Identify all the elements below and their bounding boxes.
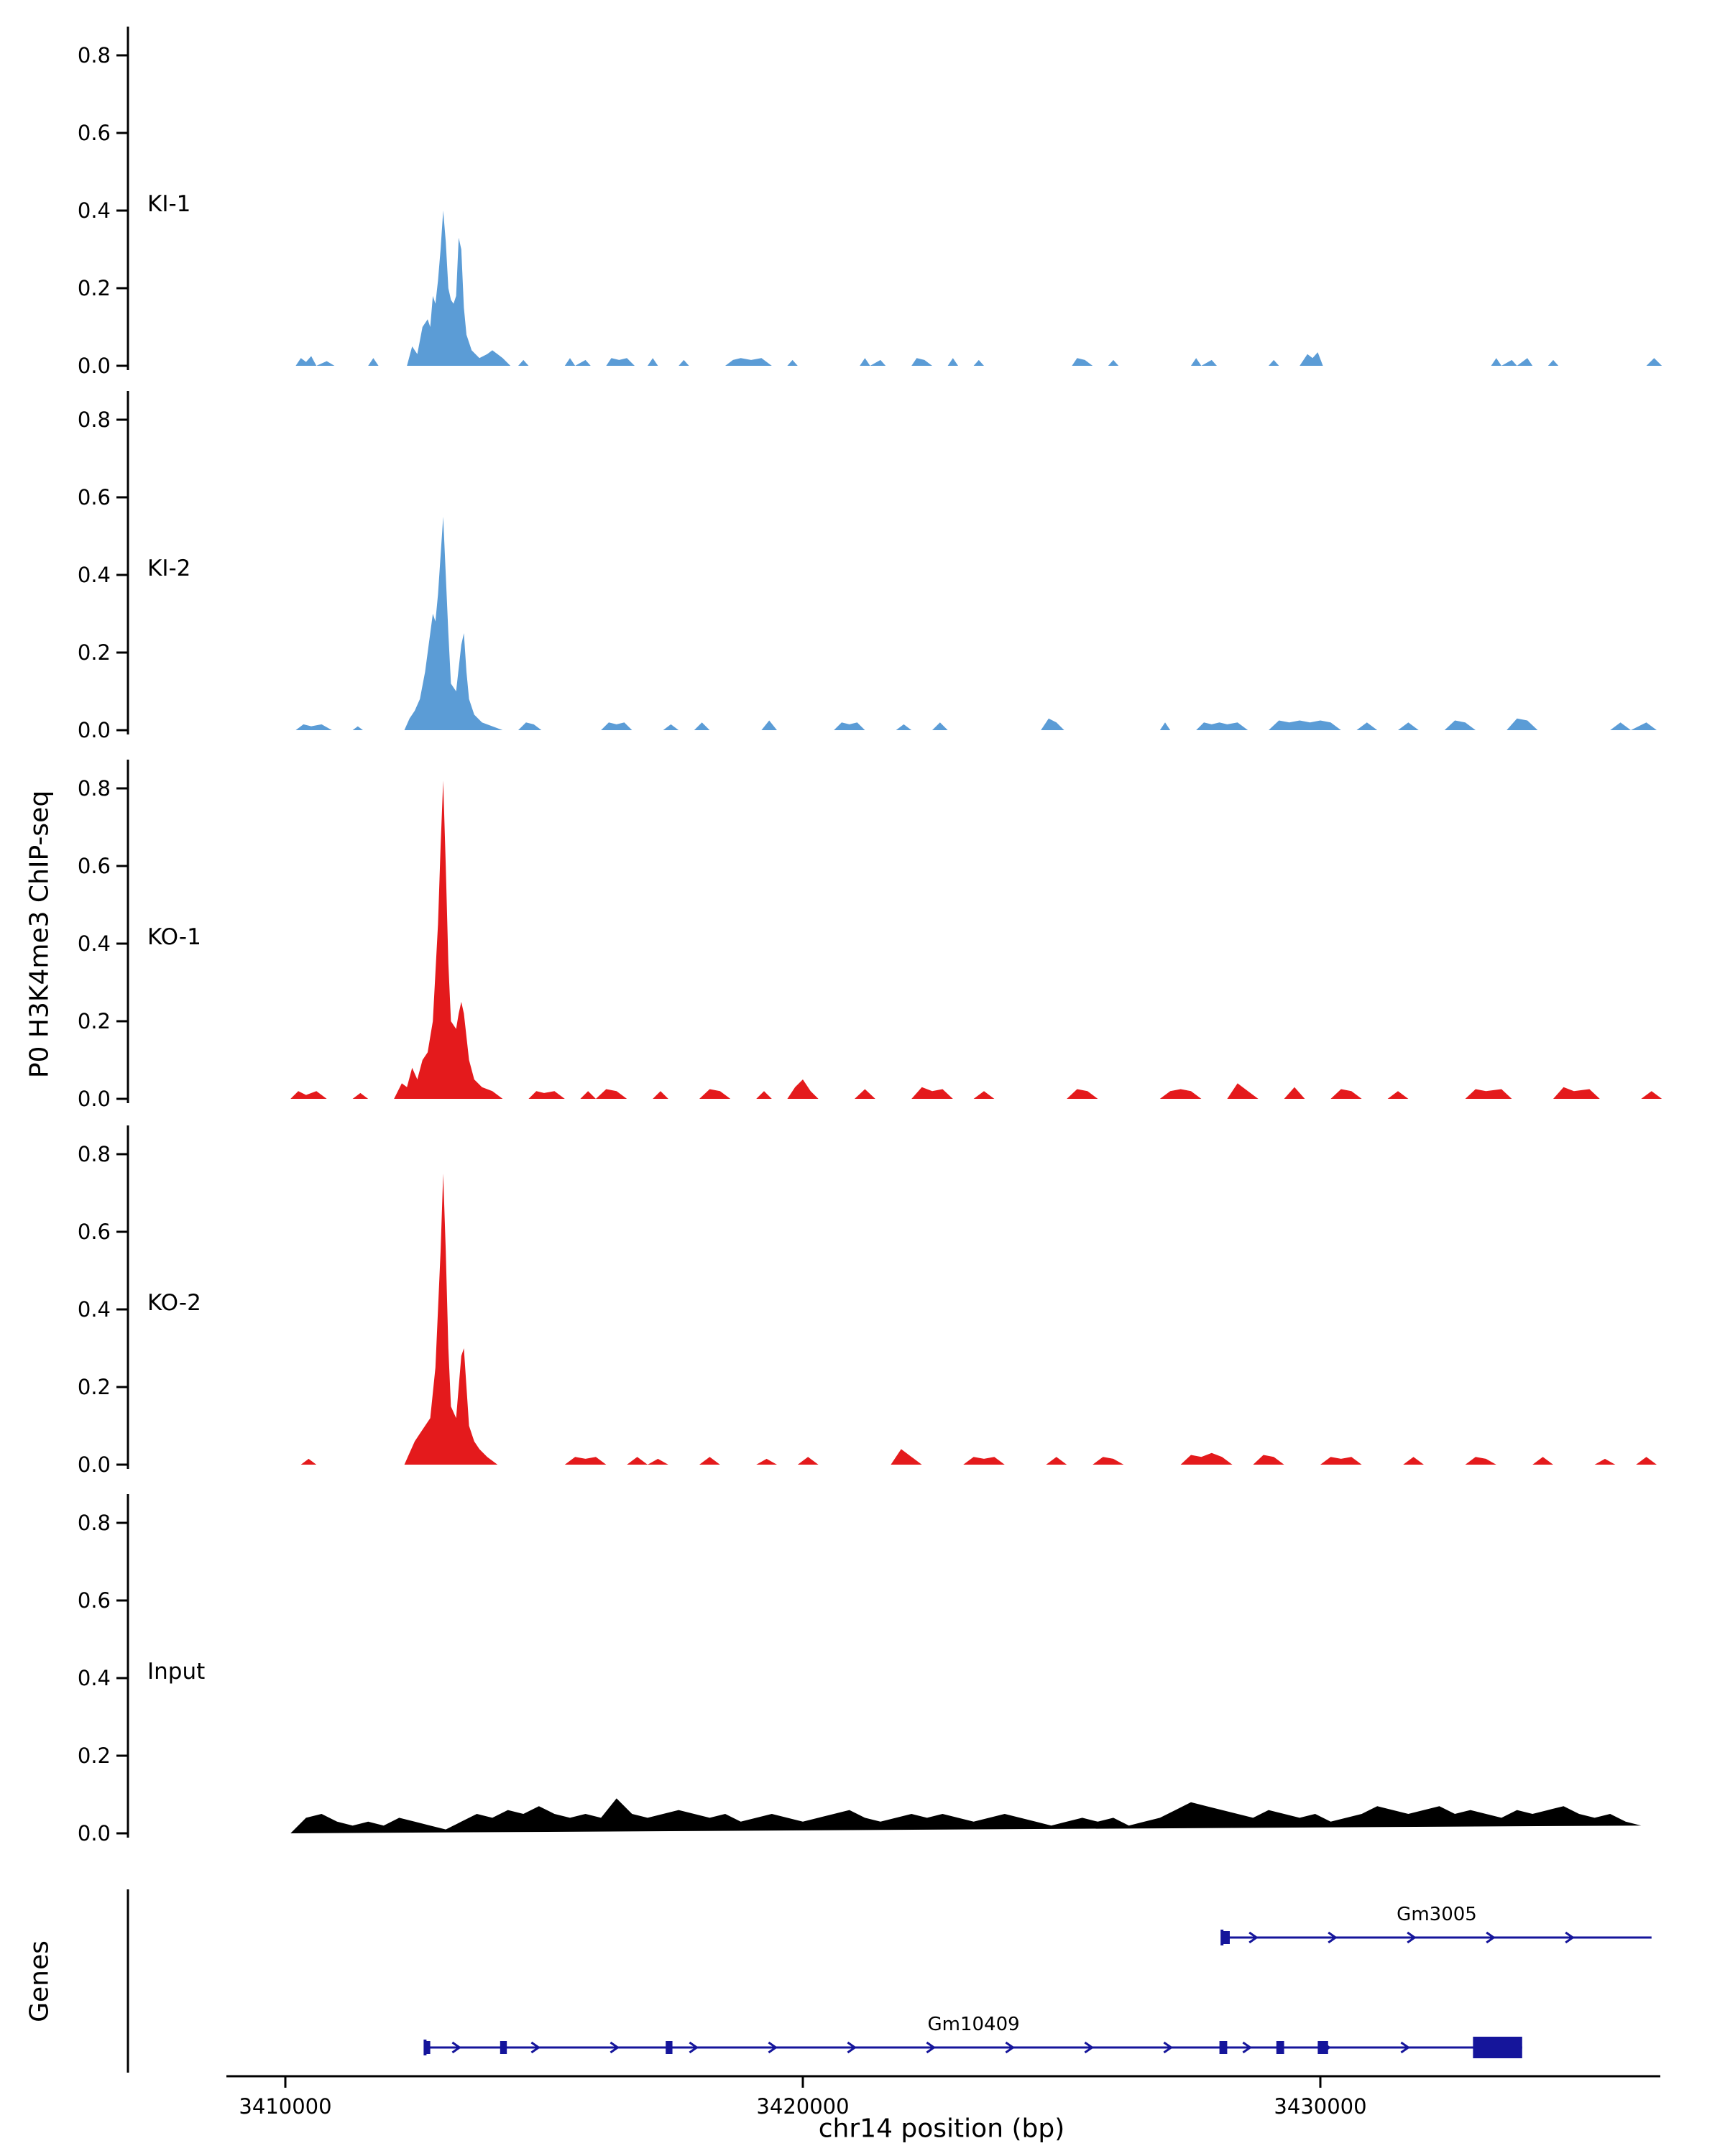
gene-gm3005: Gm3005	[1220, 1904, 1652, 1945]
y-tick-label: 0.8	[78, 776, 111, 801]
y-tick-label: 0.6	[78, 121, 111, 145]
x-axis: 3410000 3420000 3430000	[226, 2075, 1660, 2119]
y-tick-label: 0.8	[78, 1142, 111, 1166]
strand-arrow-icon	[1163, 2041, 1174, 2054]
strand-arrow-icon	[1407, 1931, 1417, 1944]
strand-arrow-icon	[847, 2041, 857, 2054]
strand-arrow-icon	[689, 2041, 699, 2054]
gene-exon	[1473, 2037, 1522, 2058]
strand-arrow-icon	[926, 2041, 937, 2054]
y-tick-label: 0.2	[78, 1009, 111, 1033]
strand-arrow-icon	[1005, 2041, 1016, 2054]
x-axis-title: chr14 position (bp)	[818, 2114, 1065, 2144]
strand-arrow-icon	[610, 2041, 620, 2054]
track-input: 0.0 0.2 0.4 0.6 0.8 Input	[78, 1494, 1642, 1846]
y-tick-label: 0.6	[78, 485, 111, 510]
track-label: Input	[147, 1659, 205, 1685]
y-tick-label: 0.4	[78, 931, 111, 956]
track-label: KO-1	[147, 924, 201, 950]
y-tick-label: 0.0	[78, 1452, 111, 1477]
y-tick-label: 0.8	[78, 1511, 111, 1535]
gene-exon	[1276, 2041, 1284, 2054]
genes-track: Gm3005 Gm10409	[126, 1889, 1652, 2073]
y-tick-label: 0.8	[78, 407, 111, 432]
y-tick-label: 0.0	[78, 718, 111, 742]
y-tick-label: 0.0	[78, 1087, 111, 1111]
strand-arrow-icon	[530, 2041, 541, 2054]
y-tick-label: 0.8	[78, 43, 111, 68]
signal-area	[290, 780, 1662, 1099]
gene-exon	[500, 2041, 507, 2054]
track-ko-1: 0.0 0.2 0.4 0.6 0.8 KO-1	[78, 760, 1662, 1111]
y-tick-label: 0.0	[78, 1821, 111, 1846]
gene-exon	[1317, 2041, 1328, 2054]
x-tick-label: 3430000	[1274, 2094, 1366, 2119]
strand-arrow-icon	[1242, 2041, 1253, 2054]
y-tick-label: 0.6	[78, 1588, 111, 1613]
strand-arrow-icon	[1486, 1931, 1496, 1944]
track-ko-2: 0.0 0.2 0.4 0.6 0.8 KO-2	[78, 1125, 1657, 1477]
strand-arrow-icon	[1248, 1931, 1259, 1944]
y-tick-label: 0.4	[78, 198, 111, 223]
gene-name-label: Gm10409	[928, 2014, 1020, 2035]
x-tick-label: 3420000	[756, 2094, 849, 2119]
x-tick-label: 3410000	[239, 2094, 331, 2119]
track-ki-1: 0.0 0.2 0.4 0.6 0.8 KI-1	[78, 27, 1662, 378]
strand-arrow-icon	[451, 2041, 462, 2054]
strand-arrow-icon	[1400, 2041, 1411, 2054]
strand-arrow-icon	[1328, 1931, 1338, 1944]
gene-gm10409: Gm10409	[423, 2014, 1522, 2058]
track-ki-2: 0.0 0.2 0.4 0.6 0.8 KI-2	[78, 391, 1657, 742]
y-tick-label: 0.2	[78, 276, 111, 300]
strand-arrow-icon	[768, 2041, 778, 2054]
gene-name-label: Gm3005	[1397, 1904, 1477, 1925]
signal-area	[295, 211, 1662, 366]
gene-exon	[1219, 2041, 1228, 2054]
y-tick-label: 0.2	[78, 1743, 111, 1768]
gene-exon	[666, 2041, 673, 2054]
y-tick-label: 0.4	[78, 563, 111, 587]
track-label: KI-2	[147, 556, 190, 581]
signal-area	[290, 1798, 1642, 1833]
track-label: KI-1	[147, 191, 190, 217]
signal-area	[300, 1174, 1657, 1465]
strand-arrow-icon	[1084, 2041, 1095, 2054]
y-tick-label: 0.4	[78, 1666, 111, 1690]
y-tick-label: 0.2	[78, 640, 111, 665]
signal-area	[295, 517, 1657, 730]
gene-exon	[425, 2041, 431, 2054]
y-tick-label: 0.6	[78, 854, 111, 878]
y-tick-label: 0.4	[78, 1297, 111, 1322]
y-tick-label: 0.0	[78, 354, 111, 378]
y-tick-label: 0.2	[78, 1375, 111, 1399]
gene-exon	[1222, 1931, 1230, 1944]
track-label: KO-2	[147, 1290, 201, 1316]
y-tick-label: 0.6	[78, 1220, 111, 1244]
strand-arrow-icon	[1565, 1931, 1575, 1944]
